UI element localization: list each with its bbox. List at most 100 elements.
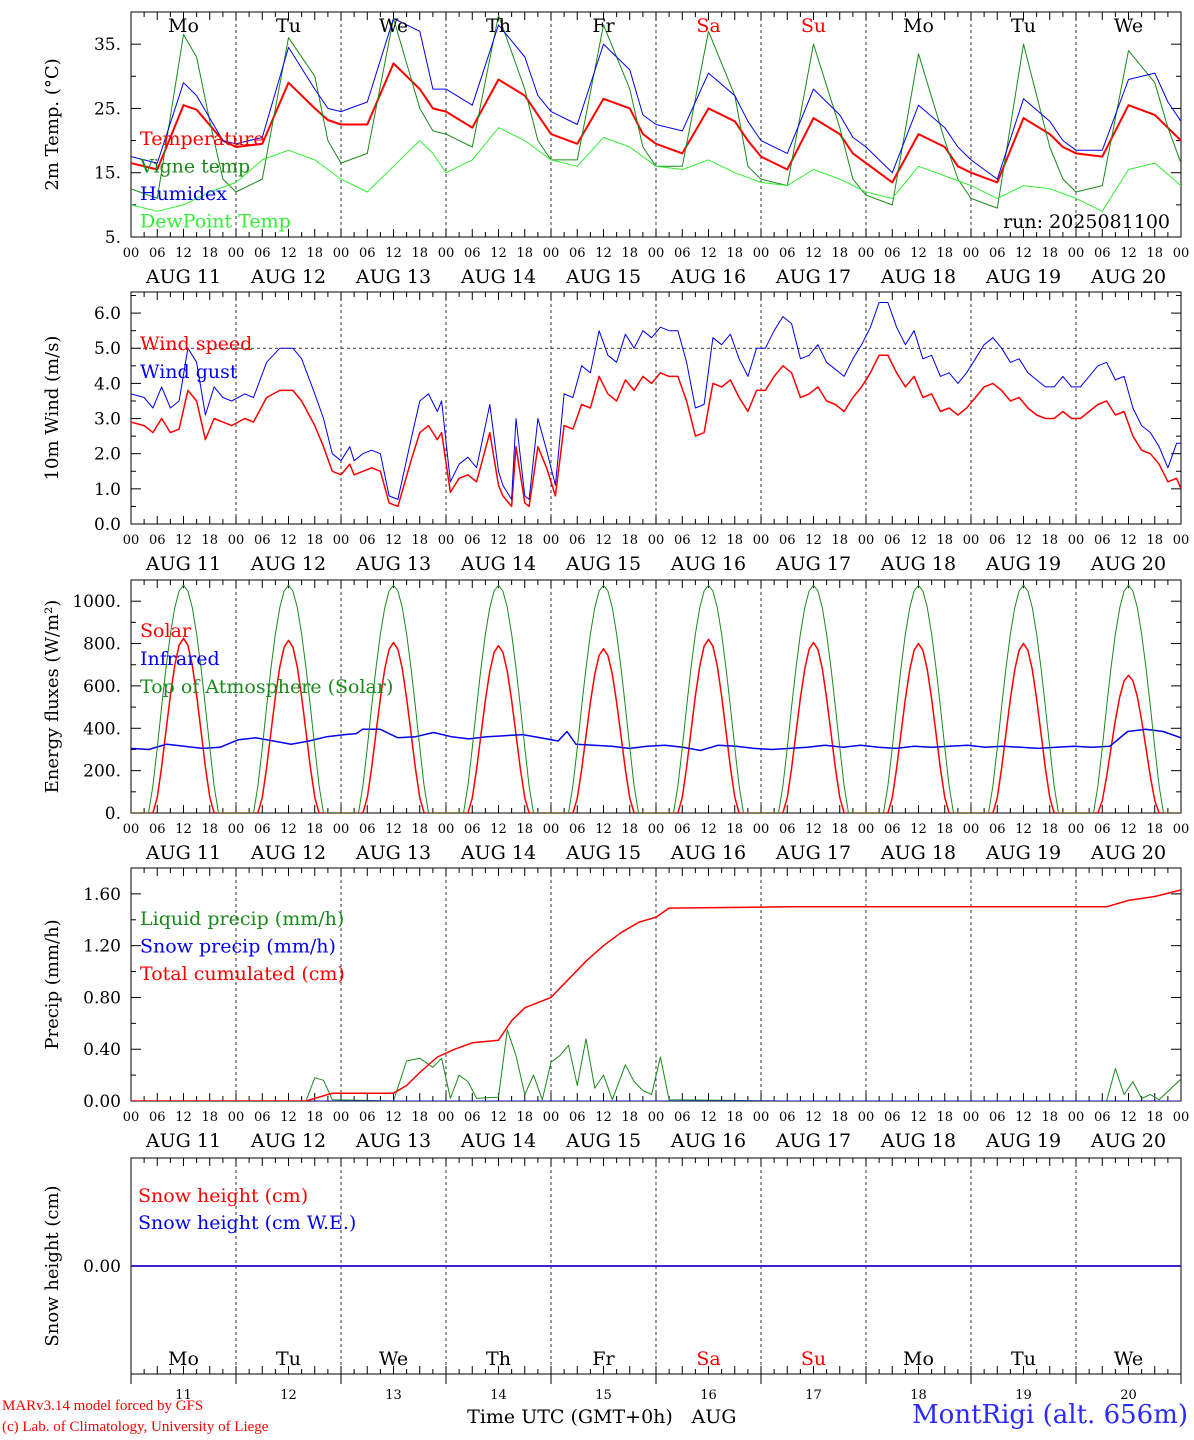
x-date-label: AUG 15 [565, 1130, 641, 1152]
x-hour-label: 00 [543, 246, 560, 261]
x-hour-label: 00 [753, 1110, 770, 1125]
y-tick-label: 25. [94, 99, 121, 119]
day-number: 15 [595, 1388, 612, 1403]
x-date-label: AUG 11 [145, 266, 221, 288]
x-hour-label: 06 [1094, 822, 1111, 837]
y-tick-label: 200. [83, 762, 121, 782]
x-hour-label: 12 [385, 1110, 402, 1125]
x-hour-label: 06 [1094, 533, 1111, 548]
x-hour-label: 18 [306, 822, 323, 837]
y-tick-label: 0.80 [83, 988, 121, 1008]
day-number: 11 [175, 1388, 192, 1403]
legend-entry: Solar [140, 620, 192, 642]
x-hour-label: 00 [228, 246, 245, 261]
x-hour-label: 12 [385, 822, 402, 837]
day-name-top: Su [801, 15, 826, 37]
x-hour-label: 18 [411, 1110, 428, 1125]
series-line-top-of-atmosphere-solar- [131, 584, 1181, 813]
legend-entry: Wind speed [140, 333, 252, 355]
x-hour-label: 12 [805, 1110, 822, 1125]
series-line-infrared [131, 728, 1181, 752]
x-hour-label: 06 [569, 533, 586, 548]
x-hour-label: 00 [438, 822, 455, 837]
x-date-label: AUG 19 [985, 1130, 1061, 1152]
day-name-top: Fr [592, 15, 615, 37]
y-tick-label: 800. [83, 635, 121, 655]
x-hour-label: 00 [963, 1110, 980, 1125]
x-hour-label: 00 [1173, 533, 1190, 548]
x-hour-label: 18 [1146, 1110, 1163, 1125]
x-date-label: AUG 18 [880, 842, 956, 864]
x-date-label: AUG 20 [1090, 266, 1166, 288]
y-axis-label: 10m Wind (m/s) [42, 336, 63, 481]
series-line-wind-speed [131, 354, 1181, 508]
y-tick-label: 5.0 [94, 339, 121, 359]
day-name-bottom: Mo [168, 1348, 199, 1370]
day-name-bottom: Sa [696, 1348, 720, 1370]
x-hour-label: 06 [674, 533, 691, 548]
x-hour-label: 00 [123, 246, 140, 261]
day-name-bottom: We [1114, 1348, 1143, 1370]
x-hour-label: 06 [989, 822, 1006, 837]
y-tick-label: 600. [83, 677, 121, 697]
x-date-label: AUG 11 [145, 1130, 221, 1152]
x-hour-label: 12 [805, 246, 822, 261]
x-hour-label: 18 [516, 1110, 533, 1125]
series-group [131, 302, 1181, 508]
x-date-label: AUG 19 [985, 842, 1061, 864]
x-hour-label: 12 [1120, 1110, 1137, 1125]
x-date-label: AUG 17 [775, 553, 851, 575]
x-date-label: AUG 15 [565, 266, 641, 288]
x-hour-label: 06 [1094, 246, 1111, 261]
x-hour-label: 18 [1146, 246, 1163, 261]
legend-entry: Snow height (cm) [138, 1185, 308, 1207]
x-date-label: AUG 16 [670, 1130, 746, 1152]
x-hour-label: 18 [621, 246, 638, 261]
x-date-label: AUG 11 [145, 842, 221, 864]
day-name-top: Th [486, 15, 511, 37]
y-tick-label: 1.20 [83, 937, 121, 957]
x-hour-label: 06 [464, 246, 481, 261]
x-hour-label: 18 [831, 822, 848, 837]
x-hour-label: 00 [1068, 1110, 1085, 1125]
panel-snow: 0.00 Snow height (cm) Snow height (cm) Snow… [42, 1157, 1182, 1375]
x-hour-label: 06 [884, 246, 901, 261]
x-date-label: AUG 13 [355, 553, 431, 575]
x-hour-label: 00 [228, 822, 245, 837]
x-hour-label: 00 [1173, 822, 1190, 837]
x-date-label: AUG 12 [250, 266, 326, 288]
x-hour-label: 12 [490, 533, 507, 548]
x-hour-label: 18 [411, 246, 428, 261]
x-hour-label: 18 [1041, 533, 1058, 548]
day-name-bottom: Fr [592, 1348, 615, 1370]
lab-credit-text: (c) Lab. of Climatology, University of L… [2, 1419, 269, 1435]
x-hour-label: 00 [648, 1110, 665, 1125]
x-hour-label: 18 [831, 1110, 848, 1125]
x-hour-label: 18 [726, 533, 743, 548]
day-name-top: Mo [903, 15, 934, 37]
y-axis-label: Precip (mm/h) [42, 919, 63, 1049]
x-date-label: AUG 16 [670, 266, 746, 288]
legend-entry: Top of Atmosphere (Solar) [140, 676, 393, 698]
x-hour-label: 18 [306, 1110, 323, 1125]
x-date-label: AUG 17 [775, 266, 851, 288]
x-hour-label: 00 [963, 822, 980, 837]
x-date-label: AUG 14 [460, 842, 536, 864]
legend-entry: Vigne temp [139, 156, 250, 178]
x-hour-label: 00 [438, 533, 455, 548]
x-hour-label: 00 [228, 533, 245, 548]
x-hour-label: 06 [989, 1110, 1006, 1125]
y-tick-label: 1.60 [83, 885, 121, 905]
x-date-label: AUG 17 [775, 842, 851, 864]
x-hour-label: 06 [779, 822, 796, 837]
x-hour-label: 18 [516, 533, 533, 548]
legend-entry: Wind gust [140, 361, 238, 383]
x-hour-label: 06 [464, 1110, 481, 1125]
panel-temperature: 5. 15. 25. 35. 2m Temp. (°C) Temperature Vigne… [42, 11, 1189, 288]
y-axis-label: Snow height (cm) [42, 1185, 63, 1346]
x-hour-label: 06 [884, 1110, 901, 1125]
x-date-label: AUG 18 [880, 553, 956, 575]
x-hour-label: 18 [936, 1110, 953, 1125]
x-hour-label: 06 [149, 533, 166, 548]
